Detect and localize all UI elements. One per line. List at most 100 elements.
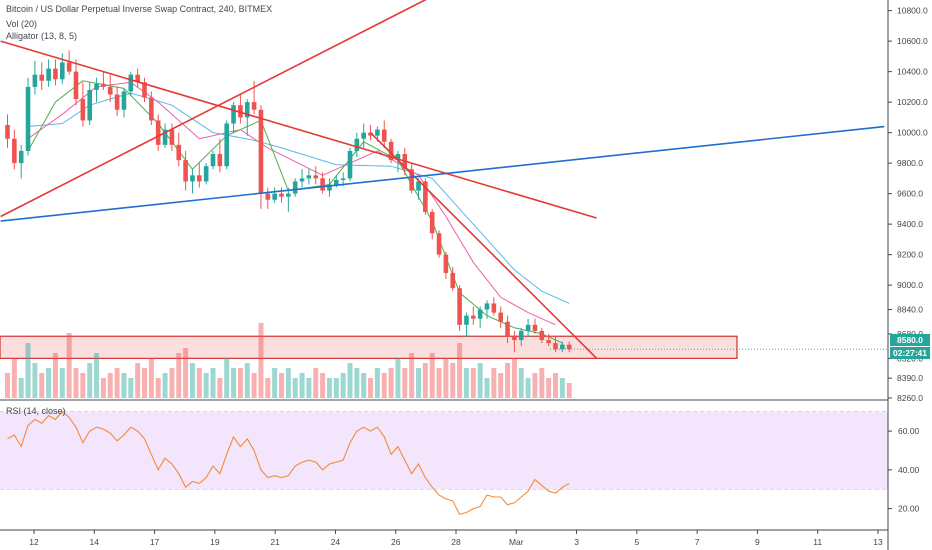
candle-body	[395, 153, 401, 161]
volume-bar	[189, 363, 195, 398]
candle-body	[292, 181, 298, 194]
volume-bar	[505, 363, 511, 398]
candle-body	[539, 330, 545, 341]
volume-label: Vol (20)	[6, 19, 38, 29]
volume-bar	[94, 353, 100, 398]
candle-body	[286, 193, 291, 197]
candle-body	[142, 82, 147, 98]
volume-bar	[299, 373, 305, 398]
volume-bar	[59, 368, 65, 398]
trendline-blue[interactable]	[0, 125, 885, 222]
time-tick-label: 9	[755, 537, 760, 547]
trendline-red[interactable]	[369, 132, 598, 359]
candle-body	[525, 324, 531, 331]
candle-body	[546, 340, 551, 344]
candle-body	[347, 150, 353, 179]
candle-body	[197, 175, 202, 182]
price-tick-label: 10600.0	[897, 36, 928, 46]
volume-bar	[5, 373, 10, 398]
volume-bar	[52, 353, 58, 398]
candle-body	[107, 86, 113, 95]
candle-body	[114, 94, 120, 110]
time-tick-label: 11	[813, 537, 822, 547]
volume-bar	[477, 363, 483, 398]
rsi-tick-label: 40.00	[898, 465, 920, 475]
volume-bar	[320, 373, 326, 398]
rsi-tick-label: 20.00	[898, 504, 920, 514]
volume-bar	[244, 363, 250, 398]
volume-bar	[183, 348, 189, 398]
price-tick-label: 10400.0	[897, 67, 928, 77]
candle-body	[532, 324, 538, 331]
countdown-tag: 02:27:41	[890, 347, 930, 359]
volume-bar	[32, 363, 38, 398]
volume-bar	[463, 368, 469, 398]
rsi-label: RSI (14, close)	[6, 406, 66, 416]
time-tick-label: 28	[451, 537, 461, 547]
alligator-teeth-line	[27, 81, 556, 326]
time-tick-label: 14	[90, 537, 100, 547]
candle-body	[183, 160, 188, 182]
volume-bar	[196, 368, 202, 398]
candle-body	[477, 309, 483, 319]
volume-bar	[484, 378, 490, 398]
trendlines[interactable]	[0, 0, 885, 359]
time-tick-label: 26	[391, 537, 401, 547]
candle-body	[87, 89, 92, 121]
volume-bar	[203, 373, 209, 398]
price-tick-label: 9400.0	[897, 219, 923, 229]
volume-bar	[553, 373, 558, 398]
rsi-tick-label: 60.00	[898, 426, 920, 436]
volume-bar	[491, 368, 497, 398]
candle-body	[238, 105, 243, 118]
candle-body	[73, 71, 79, 100]
volume-bar	[237, 368, 243, 398]
candle-body	[231, 105, 236, 124]
time-tick-label: 17	[150, 537, 160, 547]
volume-bar	[559, 378, 565, 398]
candle-body	[450, 272, 456, 289]
candle-body	[251, 102, 257, 110]
volume-bar	[285, 368, 291, 398]
candle-body	[327, 184, 332, 191]
volume-bar	[128, 378, 134, 398]
volume-bar	[436, 368, 442, 398]
candle-body	[203, 166, 209, 182]
symbol-title: Bitcoin / US Dollar Perpetual Inverse Sw…	[6, 4, 273, 14]
candle-body	[299, 178, 305, 182]
rsi-line-group	[7, 410, 570, 516]
candle-body	[80, 99, 86, 121]
volume-bar	[354, 368, 360, 398]
price-tick-label: 10200.0	[897, 97, 928, 107]
trendline-red[interactable]	[0, 0, 494, 218]
candle-body	[272, 193, 277, 200]
trendline-red[interactable]	[0, 40, 597, 219]
volume-bar	[100, 378, 106, 398]
candle-body	[258, 109, 264, 194]
volume-bar	[546, 378, 552, 398]
candle-body	[429, 211, 435, 234]
candle-body	[279, 193, 284, 197]
candle-body	[505, 321, 510, 337]
last-price-tag: 8580.0	[890, 334, 930, 346]
volume-bar	[231, 368, 237, 398]
volume-bar	[265, 378, 271, 398]
time-tick-label: 19	[210, 537, 220, 547]
candle-body	[518, 330, 524, 341]
volume-bar	[292, 378, 298, 398]
candle-body	[471, 315, 476, 319]
volume-bar	[340, 373, 346, 398]
volume-bar	[539, 368, 545, 398]
candle-body	[162, 129, 168, 145]
candle-body	[53, 68, 58, 80]
volume-bar	[313, 368, 319, 398]
volume-bar	[11, 358, 17, 398]
candle-body	[388, 141, 394, 161]
time-tick-label: 12	[29, 537, 39, 547]
time-tick-label: 3	[574, 537, 579, 547]
support-zone-rect[interactable]	[0, 335, 738, 359]
volume-bar	[114, 368, 120, 398]
candle-body	[361, 132, 366, 139]
volume-bar	[374, 368, 380, 398]
